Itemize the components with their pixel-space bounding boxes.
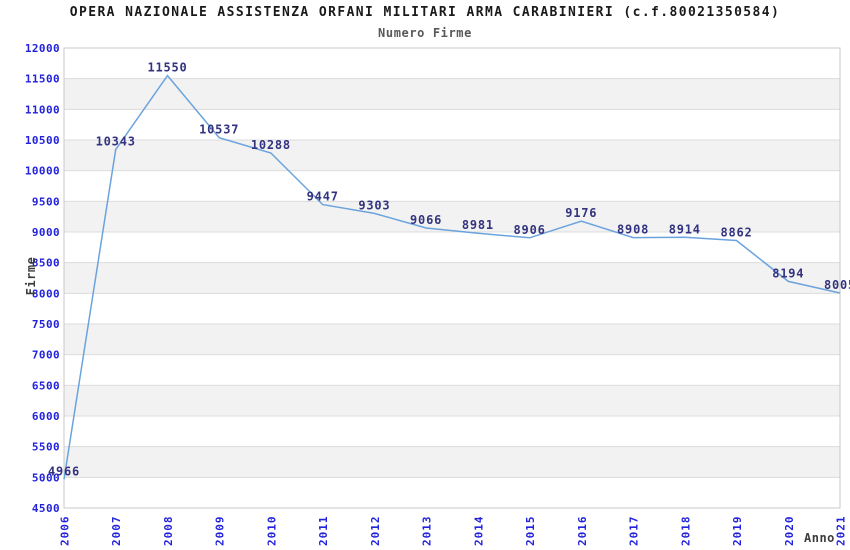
plot-band [64,354,840,386]
plot-band [64,78,840,110]
plot-band [64,477,840,508]
x-tick-label: 2016 [576,516,589,547]
point-label: 8914 [669,222,701,236]
x-tick-label: 2008 [162,516,175,547]
x-tick-label: 2010 [265,516,278,547]
x-tick-label: 2007 [110,516,123,547]
y-tick-label: 11500 [25,73,60,86]
point-label: 8194 [772,266,804,280]
y-tick-label: 4500 [32,502,60,515]
y-tick-label: 7000 [32,349,60,362]
y-tick-label: 6500 [32,379,60,392]
y-axis-title: Firme [24,256,38,296]
y-tick-label: 8500 [32,257,60,270]
plot-band [64,140,840,171]
x-axis-title: Anno [804,531,835,545]
y-tick-label: 11000 [25,103,60,116]
y-tick-label: 12000 [25,42,60,55]
point-label: 9303 [358,198,390,212]
x-tick-label: 2019 [731,516,744,547]
plot-border [63,47,841,509]
y-tick-label: 10500 [25,134,60,147]
x-tick-label: 2009 [214,516,227,547]
y-tick-label: 6000 [32,410,60,423]
point-label: 10288 [251,138,291,152]
point-label: 8005 [824,278,850,292]
x-tick-label: 2013 [421,516,434,547]
chart-title: OPERA NAZIONALE ASSISTENZA ORFANI MILITA… [69,5,781,20]
y-tick-label: 5000 [32,471,60,484]
plot-band [64,324,840,355]
plot-band [64,201,840,232]
point-label: 8862 [720,226,752,240]
point-label: 4966 [48,464,80,478]
y-tick-label: 9500 [32,195,60,208]
point-label: 8908 [617,223,649,237]
y-tick-label: 10000 [25,165,60,178]
point-label: 8906 [514,223,546,237]
x-tick-label: 2012 [369,516,382,547]
point-label: 10537 [199,123,239,137]
x-tick-label: 2018 [679,516,692,547]
point-label: 9447 [307,190,339,204]
y-tick-label: 7500 [32,318,60,331]
x-tick-label: 2020 [783,516,796,547]
y-tick-label: 5500 [32,441,60,454]
plot-band [64,109,840,140]
plot-band [64,293,840,324]
data-line [63,74,841,480]
point-label: 11550 [147,61,187,75]
x-tick-label: 2006 [59,516,72,547]
point-label: 9066 [410,213,442,227]
point-label: 10343 [96,135,136,149]
plot-band [64,385,840,416]
point-label: 9176 [565,206,597,220]
x-tick-label: 2021 [835,516,848,547]
plot-band [64,262,840,294]
plot-band [64,170,840,202]
plot-band [64,232,840,263]
chart-subtitle: Numero Firme [378,26,472,40]
plot-band [64,446,840,478]
plot-band [64,48,840,79]
point-label: 8981 [462,218,494,232]
y-tick-label: 9000 [32,226,60,239]
x-tick-label: 2017 [628,516,641,547]
x-tick-label: 2015 [524,516,537,547]
x-tick-label: 2014 [472,516,485,547]
y-tick-label: 8000 [32,287,60,300]
plot-band [64,416,840,447]
x-tick-label: 2011 [317,516,330,547]
